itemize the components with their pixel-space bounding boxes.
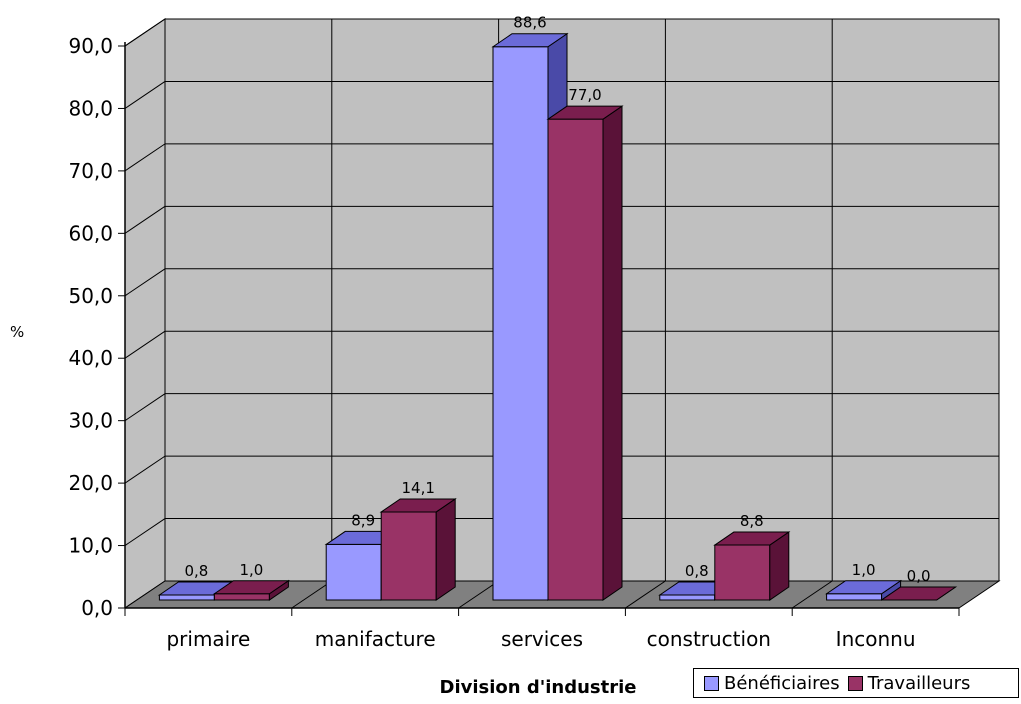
- legend: Bénéficiaires Travailleurs: [693, 668, 1019, 698]
- y-axis-title: %: [10, 323, 24, 341]
- axes: [118, 42, 960, 616]
- legend-label-travailleurs: Travailleurs: [867, 672, 971, 694]
- y-tick-label: 90,0: [68, 34, 113, 58]
- bar-side-travailleurs-manifacture: [435, 498, 456, 601]
- data-label-travailleurs-services: 77,0: [568, 86, 601, 104]
- y-tick-label: 70,0: [68, 159, 113, 183]
- data-label-travailleurs-manifacture: 14,1: [401, 479, 434, 497]
- bar-top-travailleurs-construction: [713, 531, 791, 546]
- data-label-beneficiaires-inconnu: 1,0: [852, 561, 876, 579]
- gridline-side: [124, 268, 166, 297]
- bar-top-travailleurs-primaire: [212, 580, 291, 595]
- y-tick-label: 0,0: [81, 596, 113, 620]
- bar-travailleurs-manifacture: [380, 511, 437, 601]
- floor-divider: [458, 580, 499, 609]
- floor-divider: [625, 580, 666, 609]
- side-wall: [124, 18, 166, 609]
- floor-divider: [291, 580, 333, 609]
- bar-top-travailleurs-manifacture: [379, 498, 457, 513]
- gridline-side: [124, 18, 166, 47]
- bars: [157, 32, 958, 601]
- bar-beneficiaires-services: [492, 46, 549, 601]
- gridline-side: [124, 143, 166, 172]
- y-tick-label: 50,0: [68, 284, 113, 308]
- floor-divider: [791, 580, 833, 609]
- legend-item-travailleurs: Travailleurs: [847, 672, 971, 694]
- data-label-travailleurs-construction: 8,8: [740, 512, 764, 530]
- y-tick-label: 10,0: [68, 534, 113, 558]
- bar-travailleurs-construction: [714, 544, 771, 601]
- x-category-label-manifacture: manifacture: [315, 627, 436, 651]
- x-axis-title: Division d'industrie: [440, 677, 637, 698]
- labels: 0,0 10,0 20,0 30,0 40,0 50,0 60,0 70,0 80,0 90,0 0…: [68, 14, 930, 651]
- bar-beneficiaires-manifacture: [325, 543, 382, 601]
- data-label-travailleurs-primaire: 1,0: [239, 561, 263, 579]
- data-label-beneficiaires-manifacture: 8,9: [351, 511, 375, 529]
- bar-travailleurs-services: [547, 118, 604, 601]
- legend-swatch-travailleurs: [847, 675, 863, 691]
- y-tick-label: 80,0: [68, 96, 113, 120]
- y-tick-label: 60,0: [68, 221, 113, 245]
- legend-item-beneficiaires: Bénéficiaires: [704, 673, 840, 694]
- y-tick-label: 20,0: [68, 471, 113, 495]
- x-category-label-inconnu: Inconnu: [836, 627, 916, 651]
- bar-top-beneficiaires-inconnu: [824, 580, 903, 595]
- legend-label-beneficiaires: Bénéficiaires: [724, 672, 840, 694]
- gridline-side: [124, 455, 166, 484]
- x-category-label-construction: construction: [647, 627, 771, 651]
- bar-travailleurs-primaire: [213, 593, 270, 601]
- bar-beneficiaires-construction: [659, 594, 716, 601]
- bar-beneficiaires-inconnu: [826, 593, 883, 601]
- bar-top-beneficiaires-services: [491, 33, 569, 48]
- data-label-beneficiaires-primaire: 0,8: [184, 562, 208, 580]
- legend-swatch-beneficiaires: [704, 675, 719, 691]
- y-tick-label: 40,0: [68, 346, 113, 370]
- x-category-label-services: services: [501, 627, 583, 651]
- data-label-beneficiaires-construction: 0,8: [685, 562, 709, 580]
- y-tick-label: 30,0: [68, 409, 113, 433]
- data-label-beneficiaires-services: 88,6: [513, 14, 546, 32]
- gridline-side: [124, 205, 166, 234]
- gridline-side: [124, 330, 166, 359]
- gridline-side: [124, 518, 166, 546]
- bar-top-travailleurs-services: [546, 105, 624, 120]
- bar-top-travailleurs-inconnu: [879, 586, 958, 601]
- gridline-side: [124, 393, 166, 422]
- data-label-travailleurs-inconnu: 0,0: [907, 567, 931, 585]
- gridline-side: [124, 81, 166, 109]
- bar-side-travailleurs-services: [602, 105, 623, 601]
- x-category-label-primaire: primaire: [166, 627, 250, 651]
- bar-beneficiaires-primaire: [158, 594, 215, 601]
